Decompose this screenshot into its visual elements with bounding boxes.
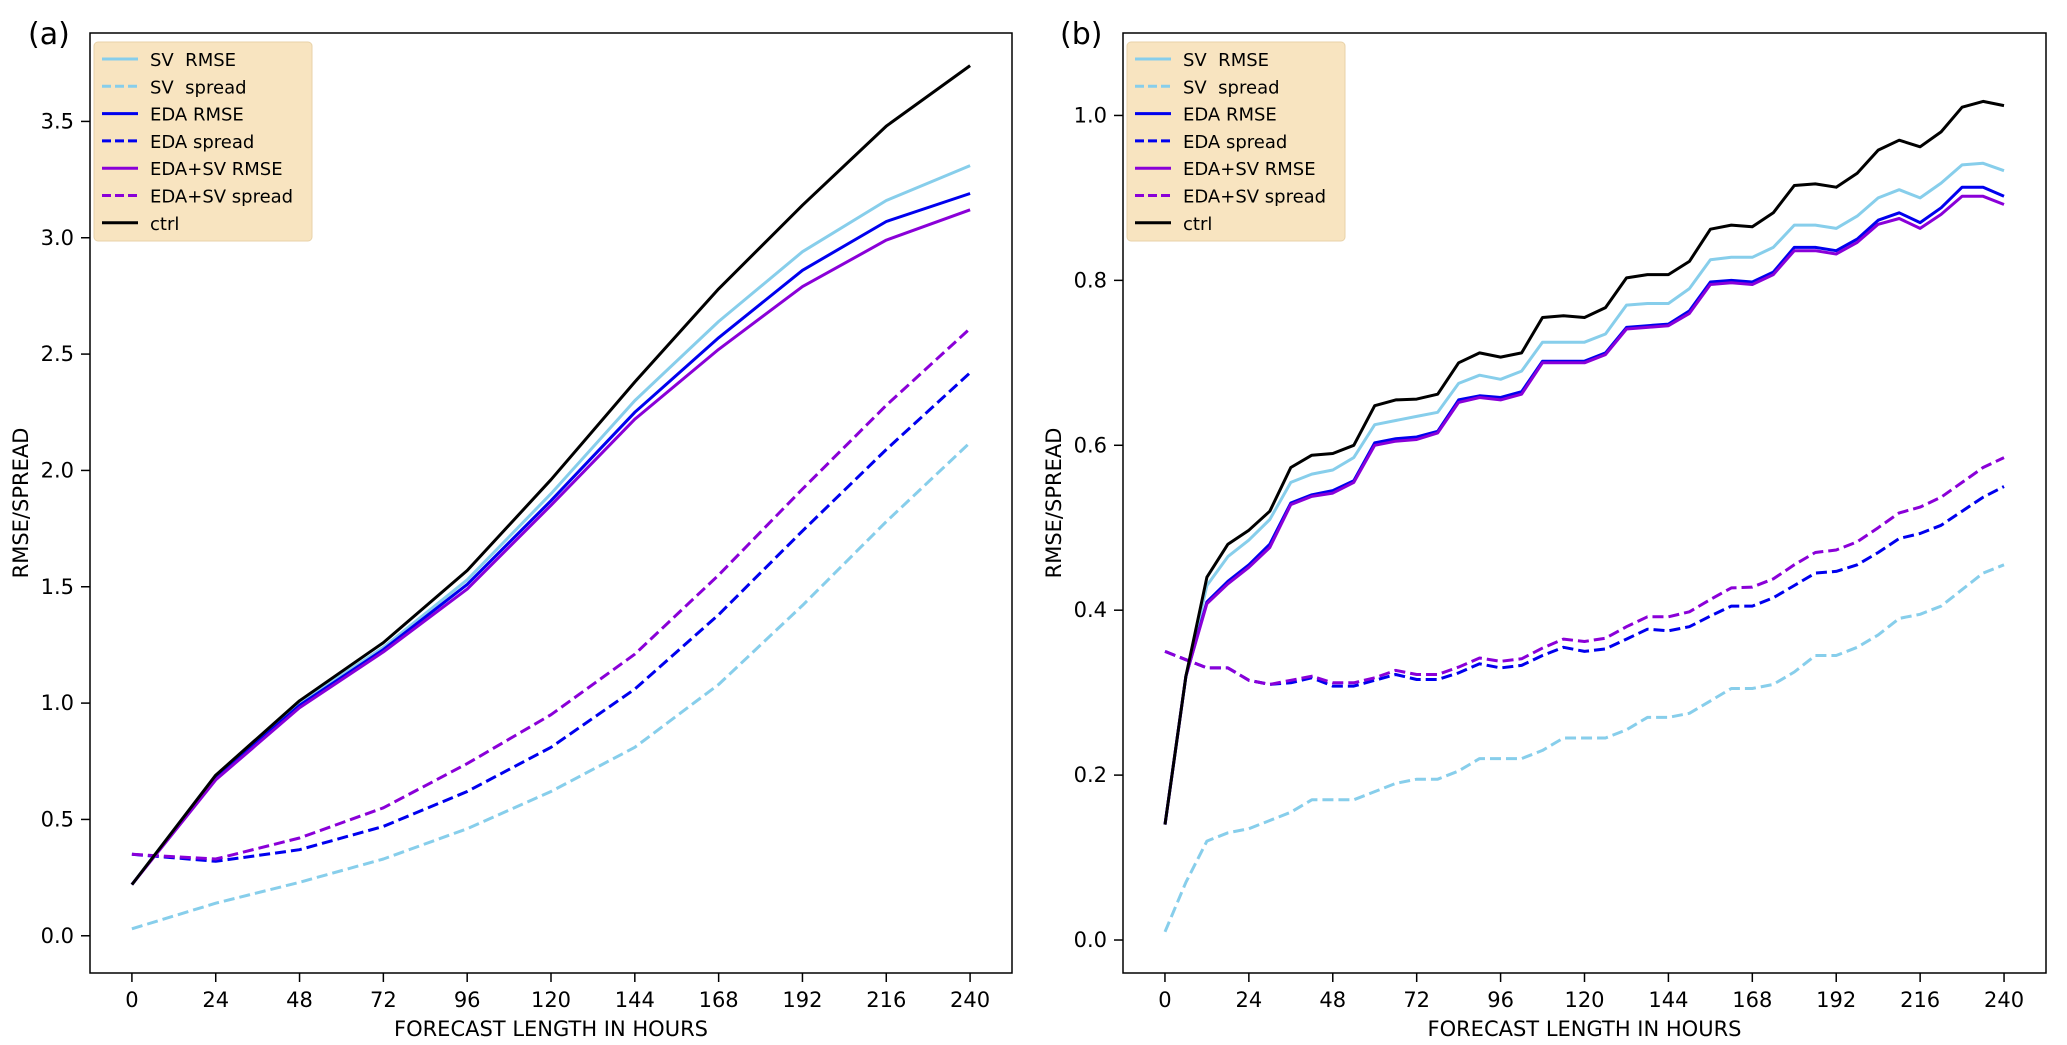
series-line-sv-rmse: [130, 164, 971, 886]
x-tick-label: 0: [125, 988, 138, 1012]
x-tick-label: 48: [286, 988, 313, 1012]
legend-entry: ctrl: [1183, 214, 1212, 235]
series-line-sv-rmse: [1163, 161, 2005, 825]
y-axis-label: RMSE/SPREAD: [1042, 428, 1066, 579]
legend-entry: ctrl: [150, 214, 179, 235]
y-tick-label: 0.6: [1074, 433, 1107, 457]
y-tick-label: 2.0: [41, 458, 74, 482]
series-line-eda-sv-rmse: [1163, 194, 2005, 825]
legend-box: [93, 41, 313, 242]
y-axis-label: RMSE/SPREAD: [9, 428, 33, 579]
y-tick-label: 0.0: [1074, 928, 1107, 952]
y-tick-label: 3.5: [41, 109, 74, 133]
legend-entry: EDA+SV spread: [150, 187, 293, 208]
panel-a: (a) 0 24 48 72 96 120 144 168 192 216 240 0.0 0.5 1.0 1…: [9, 17, 1013, 1041]
x-tick-label: 240: [1984, 988, 2024, 1012]
legend-entry: EDA+SV RMSE: [150, 159, 283, 180]
legend-entry: EDA spread: [150, 132, 254, 153]
legend-entry: EDA+SV spread: [1183, 187, 1326, 208]
x-tick-label: 120: [531, 988, 571, 1012]
legend-box: [1126, 41, 1346, 242]
x-tick-label: 96: [1487, 988, 1514, 1012]
plot-area: [1163, 99, 2005, 933]
legend-entry: EDA RMSE: [150, 105, 244, 126]
series-line-eda-sv-spread: [1164, 456, 2005, 686]
x-tick-label: 144: [615, 988, 655, 1012]
x-tick-label: 216: [866, 988, 906, 1012]
x-tick-label: 120: [1564, 988, 1604, 1012]
legend-entry: EDA+SV RMSE: [1183, 159, 1316, 180]
legend-entry: SV spread: [150, 77, 247, 98]
x-tick-label: 168: [699, 988, 739, 1012]
x-tick-label: 0: [1158, 988, 1171, 1012]
y-tick-label: 0.4: [1074, 598, 1107, 622]
y-tick-label: 1.0: [1074, 103, 1107, 127]
legend-entry: SV spread: [1183, 77, 1280, 98]
y-tick-label: 3.0: [41, 226, 74, 250]
legend-entry: SV RMSE: [150, 50, 236, 71]
x-axis-label: FORECAST LENGTH IN HOURS: [1427, 1017, 1741, 1041]
x-tick-label: 96: [454, 988, 481, 1012]
x-tick-label: 72: [1403, 988, 1430, 1012]
x-tick-label: 144: [1648, 988, 1688, 1012]
x-tick-label: 192: [1816, 988, 1856, 1012]
y-tick-label: 0.5: [41, 807, 74, 831]
series-line-eda-sv-rmse: [130, 208, 971, 886]
x-tick-label: 192: [782, 988, 822, 1012]
series-line-eda-spread: [1164, 485, 2005, 688]
x-tick-label: 216: [1900, 988, 1940, 1012]
y-tick-label: 0.0: [41, 924, 74, 948]
x-tick-label: 24: [202, 988, 229, 1012]
y-tick-label: 2.5: [41, 342, 74, 366]
legend-entry: SV RMSE: [1183, 50, 1269, 71]
series-line-eda-sv-spread: [131, 327, 972, 861]
series-line-eda-rmse: [130, 192, 971, 886]
series-line-ctrl: [1163, 99, 2005, 825]
x-tick-label: 72: [370, 988, 397, 1012]
legend-entry: EDA RMSE: [1183, 105, 1277, 126]
x-tick-label: 240: [950, 988, 990, 1012]
series-line-sv-spread: [131, 441, 972, 931]
x-tick-label: 168: [1732, 988, 1772, 1012]
y-tick-label: 0.2: [1074, 763, 1107, 787]
panel-label: (b): [1060, 17, 1102, 52]
legend: SV RMSE SV spread EDA RMSE EDA spread EDA+SV…: [1126, 41, 1346, 242]
legend: SV RMSE SV spread EDA RMSE EDA spread EDA+SV…: [93, 41, 313, 242]
x-tick-label: 24: [1235, 988, 1262, 1012]
x-tick-label: 48: [1319, 988, 1346, 1012]
series-line-eda-spread: [131, 371, 972, 863]
series-line-ctrl: [130, 64, 971, 886]
plot-area: [130, 64, 972, 931]
y-tick-label: 0.8: [1074, 268, 1107, 292]
axes-frame: [89, 32, 1013, 974]
series-line-sv-spread: [1163, 563, 2005, 933]
y-tick-label: 1.5: [41, 575, 74, 599]
legend-entry: EDA spread: [1183, 132, 1287, 153]
x-axis-label: FORECAST LENGTH IN HOURS: [394, 1017, 708, 1041]
y-tick-label: 1.0: [41, 691, 74, 715]
axes-frame: [1122, 32, 2047, 974]
panel-b: (b) 0 24 48 72 96 120 144 168 192 216 240 0.0 0.2 0.4 0…: [1042, 17, 2047, 1041]
panel-label: (a): [28, 17, 70, 52]
